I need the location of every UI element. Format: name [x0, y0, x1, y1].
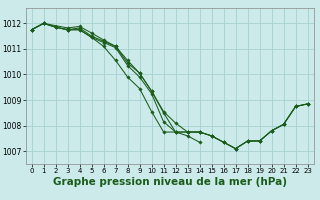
X-axis label: Graphe pression niveau de la mer (hPa): Graphe pression niveau de la mer (hPa)	[52, 177, 287, 187]
